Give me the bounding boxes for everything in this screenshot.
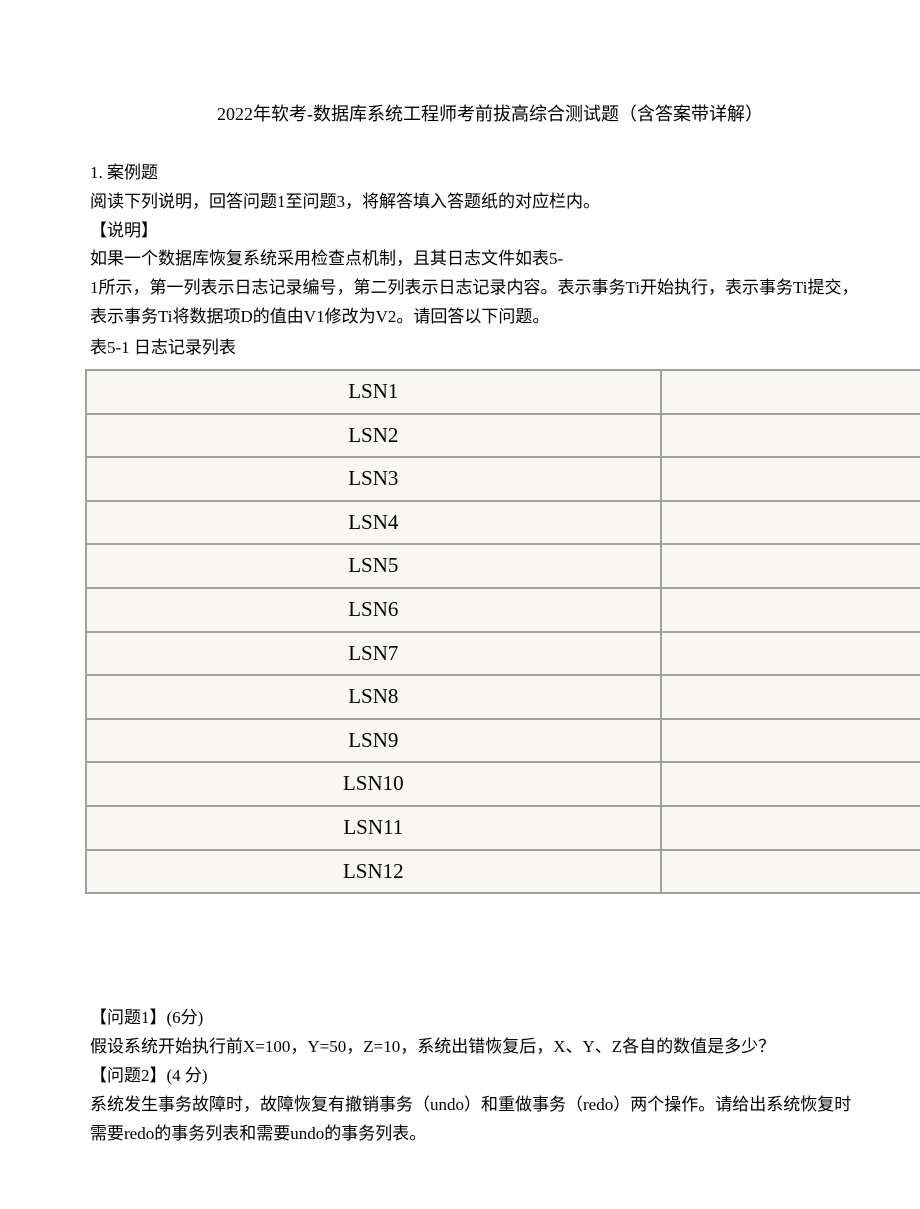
intro-line: 阅读下列说明，回答问题1至问题3，将解答填入答题纸的对应栏内。 — [90, 188, 860, 217]
lsn-cell: LSN9 — [86, 719, 661, 763]
lsn-cell: LSN3 — [86, 457, 661, 501]
lsn-cell: LSN2 — [86, 414, 661, 458]
table-row: LSN11 — [86, 806, 920, 850]
page-title: 2022年软考-数据库系统工程师考前拔高综合测试题（含答案带详解） — [90, 100, 860, 129]
lsn-cell: LSN5 — [86, 544, 661, 588]
description-line-2: 1所示，第一列表示日志记录编号，第二列表示日志记录内容。表示事务Ti开始执行，表… — [90, 274, 860, 332]
question-1-label: 【问题1】(6分) — [90, 1004, 860, 1033]
content-cell — [661, 414, 920, 458]
shuoming-label: 【说明】 — [90, 217, 860, 246]
lsn-cell: LSN12 — [86, 850, 661, 894]
content-cell — [661, 588, 920, 632]
lsn-cell: LSN6 — [86, 588, 661, 632]
content-cell — [661, 544, 920, 588]
lsn-cell: LSN4 — [86, 501, 661, 545]
table-row: LSN3 — [86, 457, 920, 501]
table-row: LSN7 — [86, 632, 920, 676]
table-row: LSN5 — [86, 544, 920, 588]
content-cell — [661, 370, 920, 414]
table-row: LSN8 — [86, 675, 920, 719]
log-record-table: LSN1 LSN2 LSN3 LSN4 LSN5 LSN6 LSN7 LSN8 … — [85, 369, 920, 894]
table-row: LSN6 — [86, 588, 920, 632]
lsn-cell: LSN1 — [86, 370, 661, 414]
table-row: LSN4 — [86, 501, 920, 545]
content-cell — [661, 501, 920, 545]
content-cell — [661, 850, 920, 894]
lsn-cell: LSN7 — [86, 632, 661, 676]
table-caption: 表5-1 日志记录列表 — [90, 334, 860, 363]
content-cell — [661, 762, 920, 806]
questions-section: 【问题1】(6分) 假设系统开始执行前X=100，Y=50，Z=10，系统出错恢… — [90, 1004, 860, 1148]
question-2-text: 系统发生事务故障时，故障恢复有撤销事务（undo）和重做事务（redo）两个操作… — [90, 1091, 860, 1149]
lsn-cell: LSN8 — [86, 675, 661, 719]
content-cell — [661, 806, 920, 850]
content-cell — [661, 719, 920, 763]
question-number: 1. 案例题 — [90, 159, 860, 188]
question-2-label: 【问题2】(4 分) — [90, 1062, 860, 1091]
content-cell — [661, 632, 920, 676]
table-row: LSN10 — [86, 762, 920, 806]
content-cell — [661, 457, 920, 501]
table-row: LSN2 — [86, 414, 920, 458]
table-row: LSN12 — [86, 850, 920, 894]
content-cell — [661, 675, 920, 719]
lsn-cell: LSN10 — [86, 762, 661, 806]
table-row: LSN9 — [86, 719, 920, 763]
table-row: LSN1 — [86, 370, 920, 414]
lsn-cell: LSN11 — [86, 806, 661, 850]
description-line-1: 如果一个数据库恢复系统采用检查点机制，且其日志文件如表5- — [90, 245, 860, 274]
question-1-text: 假设系统开始执行前X=100，Y=50，Z=10，系统出错恢复后，X、Y、Z各自… — [90, 1033, 860, 1062]
